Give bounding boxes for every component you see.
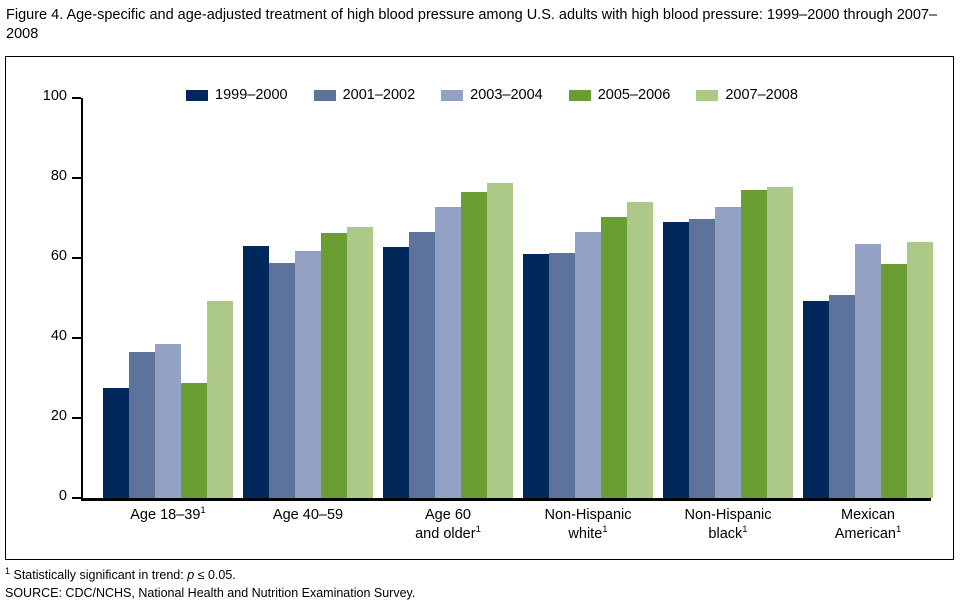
- y-axis-tick: [72, 417, 81, 419]
- footnote-marker: 1: [5, 565, 11, 576]
- legend-label: 2003–2004: [470, 87, 543, 103]
- bar: [663, 222, 689, 498]
- legend-item: 1999–2000: [186, 87, 288, 103]
- y-axis-tick-label: 80: [50, 168, 67, 184]
- bar-group: [383, 98, 513, 498]
- legend-swatch-icon: [568, 89, 591, 101]
- y-axis-line: [81, 98, 83, 499]
- bar: [881, 264, 907, 498]
- bar: [715, 207, 741, 498]
- bar: [269, 263, 295, 498]
- bar-group: [663, 98, 793, 498]
- y-axis-tick-label: 0: [58, 488, 67, 504]
- y-axis-tick: [72, 97, 81, 99]
- bar-groups: Age 18–391 Age 40–59 Age 60 and older1 Non-H…: [81, 98, 933, 542]
- legend-swatch-icon: [186, 89, 208, 101]
- legend-item: 2003–2004: [441, 87, 543, 103]
- legend-swatch-icon: [441, 89, 464, 101]
- legend-item: 2001–2002: [313, 87, 416, 103]
- bar-group: [243, 98, 373, 498]
- x-axis-category-label: Age 40–59: [272, 507, 344, 523]
- bar: [601, 217, 627, 498]
- bar: [575, 232, 601, 498]
- bar: [549, 253, 575, 498]
- bar: [155, 343, 181, 498]
- y-axis-tick-label: 100: [42, 88, 67, 104]
- bar: [907, 242, 933, 498]
- y-axis-tick-label: 60: [50, 248, 67, 264]
- bar: [829, 294, 855, 498]
- y-axis-tick-label: 20: [50, 408, 67, 424]
- bar: [129, 351, 155, 498]
- x-axis-category-label: Non-Hispanic white1: [544, 507, 632, 542]
- y-axis-tick: [72, 497, 81, 499]
- bar: [409, 231, 435, 498]
- y-axis-tick: [72, 257, 81, 259]
- legend-label: 2007–2008: [725, 87, 798, 103]
- x-axis-line: [81, 498, 931, 501]
- bar: [181, 382, 207, 498]
- bar: [803, 301, 829, 498]
- x-axis-category-label: Age 60 and older1: [415, 507, 481, 542]
- bar: [461, 192, 487, 498]
- legend-item: 2007–2008: [696, 87, 798, 103]
- bar: [321, 233, 347, 498]
- bar: [295, 251, 321, 498]
- legend-label: 1999–2000: [215, 87, 288, 103]
- y-axis-tick-label: 40: [50, 328, 67, 344]
- chart-legend: 1999–2000 2001–2002 2003–2004 2005–2006 2007…: [186, 87, 798, 103]
- bar: [767, 187, 793, 498]
- y-axis-tick-labels: 0 20 40 60 80 100: [23, 88, 67, 504]
- legend-swatch-icon: [313, 89, 336, 101]
- bar: [487, 182, 513, 498]
- x-axis-category-label: Mexican American1: [834, 507, 902, 542]
- bar-group: [103, 98, 233, 498]
- bar: [855, 244, 881, 498]
- legend-item: 2005–2006: [568, 87, 671, 103]
- footnote-source: SOURCE: CDC/NCHS, National Health and Nu…: [5, 586, 416, 600]
- legend-swatch-icon: [696, 89, 719, 101]
- bar: [207, 301, 233, 498]
- footnotes: 1 Statistically significant in trend: p …: [5, 566, 705, 602]
- legend-label: 2005–2006: [597, 87, 671, 103]
- figure-title: Figure 4. Age-specific and age-adjusted …: [6, 7, 938, 42]
- footnote-significance-italic: p: [187, 568, 195, 582]
- footnote-significance-prefix: Statistically significant in trend:: [13, 568, 188, 582]
- bar: [243, 246, 269, 498]
- bar: [689, 218, 715, 498]
- footnote-significance: 1 Statistically significant in trend: p …: [5, 566, 705, 584]
- y-axis-tick: [72, 177, 81, 179]
- bar-group: [523, 98, 653, 498]
- bar: [741, 190, 767, 498]
- bar: [627, 202, 653, 498]
- bar: [435, 206, 461, 498]
- legend-label: 2001–2002: [342, 87, 416, 103]
- chart-frame: 1999–2000 2001–2002 2003–2004 2005–2006 2007…: [5, 56, 954, 560]
- bar: [347, 226, 373, 498]
- x-axis-category-label: Non-Hispanic black1: [684, 507, 772, 542]
- footnote-significance-suffix: ≤ 0.05.: [194, 568, 236, 582]
- bar: [103, 387, 129, 498]
- bar: [383, 246, 409, 498]
- y-axis-tick: [72, 337, 81, 339]
- bar-group: [803, 98, 933, 498]
- bar: [523, 254, 549, 498]
- x-axis-category-label: Age 18–391: [130, 505, 206, 523]
